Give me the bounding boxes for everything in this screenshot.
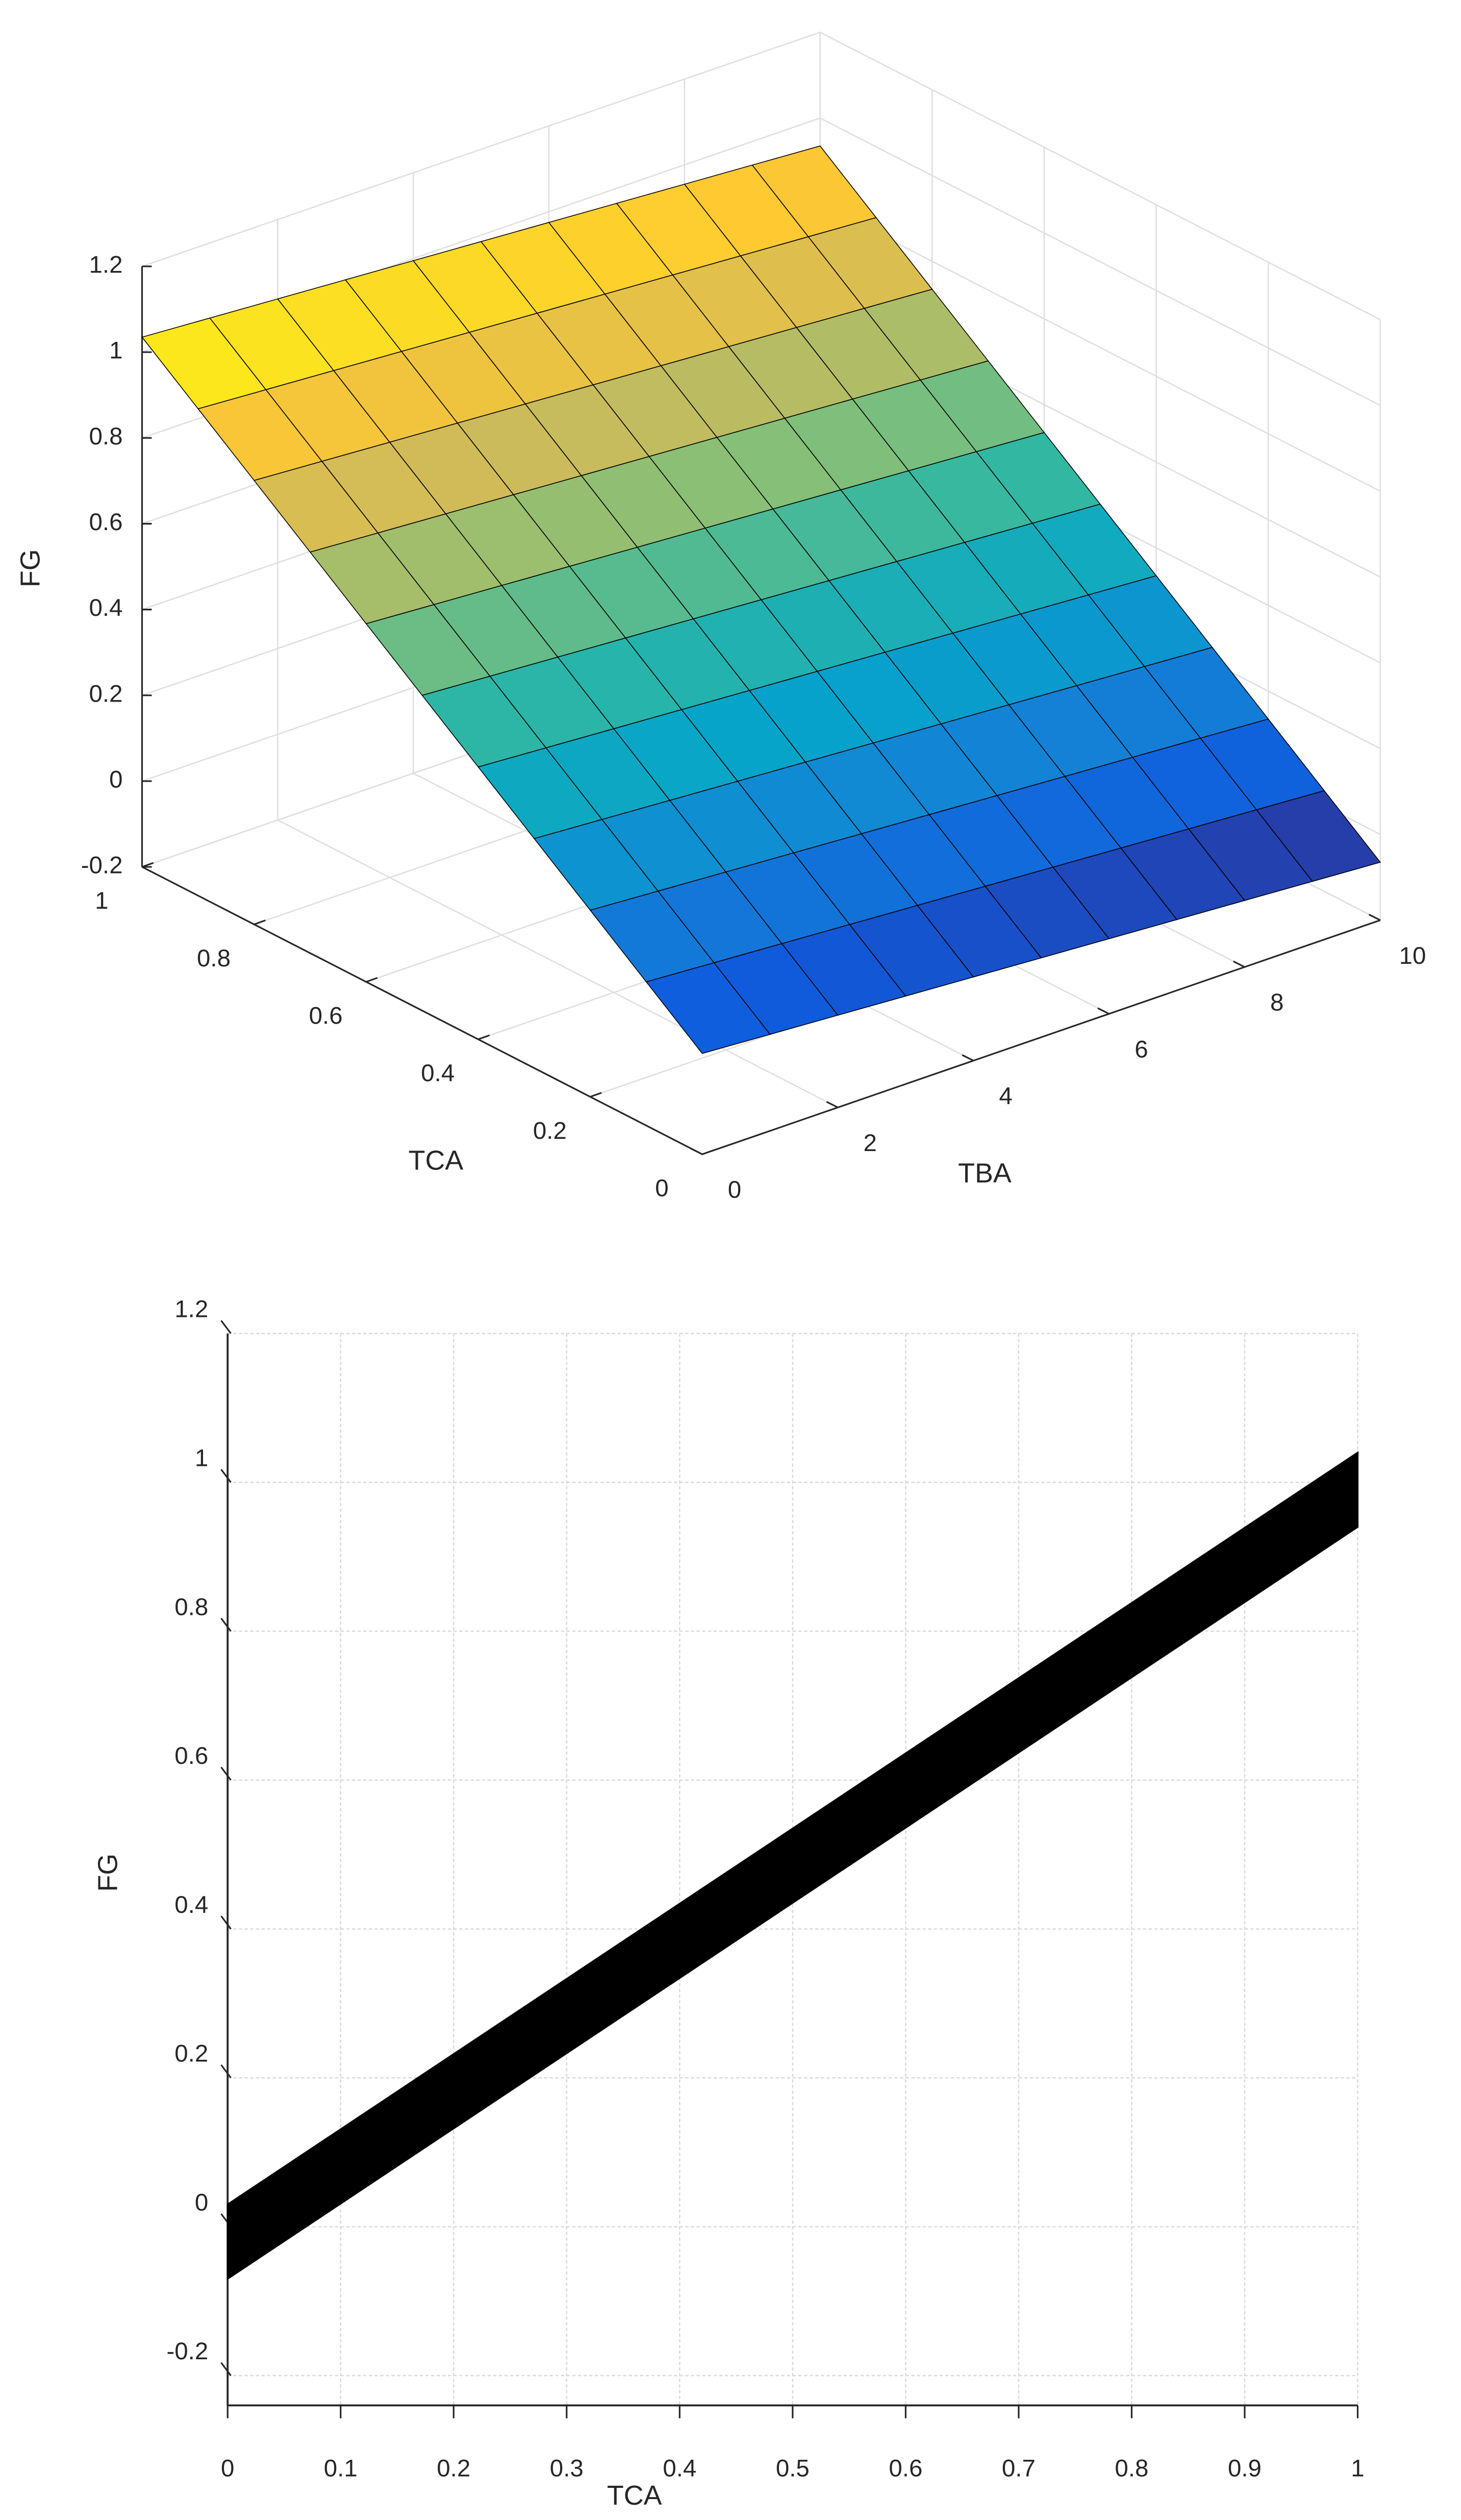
tick-mark: [690, 1147, 703, 1155]
tick-mark: [590, 1092, 602, 1098]
tick-mark: [141, 862, 154, 868]
x-tick-label: 0.6: [889, 2455, 922, 2482]
tick-mark: [366, 977, 378, 983]
y-axis-label: TCA: [409, 1145, 464, 1176]
x-tick-label: 0: [728, 1177, 741, 1204]
x-tick-label: 10: [1399, 942, 1426, 969]
z-tick-label: -0.2: [81, 852, 123, 879]
band-area: [226, 1451, 1359, 2281]
x-tick-label: 6: [1135, 1036, 1148, 1063]
x-tick-label: 1: [1351, 2455, 1364, 2482]
band-chart: -0.2 0 0.2 0.4 0.6 0.8 1 1.2 0 0.1 0.2 0.3 0.4 0.5 0.6…: [92, 1296, 1364, 2511]
tick-mark: [220, 1617, 232, 1632]
z-tick-label: 0: [109, 766, 122, 793]
x-tick-label: 4: [999, 1083, 1012, 1110]
x-tick-label: 0.5: [776, 2455, 810, 2482]
y-tick-label: 0: [195, 2189, 208, 2216]
tick-mark: [220, 2362, 232, 2376]
tick-mark: [220, 1468, 232, 1483]
y-tick-label: 0.2: [533, 1117, 567, 1144]
z-tick-label: 0.4: [89, 594, 123, 621]
x-tick-label: 0.1: [324, 2455, 358, 2482]
tick-mark: [220, 1320, 232, 1334]
tick-mark: [220, 1915, 232, 1930]
x-tick-label: 0.4: [663, 2455, 696, 2482]
tick-mark: [477, 1034, 490, 1040]
y-tick-label: 1: [95, 887, 108, 914]
tick-mark: [254, 919, 266, 926]
z-tick-label: 1: [109, 337, 122, 364]
y-tick-label: 0.8: [197, 945, 231, 972]
tick-mark: [1097, 1007, 1110, 1015]
y-tick-label: -0.2: [166, 2338, 208, 2365]
y-tick-label: 0: [655, 1175, 668, 1202]
z-axis-label: FG: [15, 549, 45, 587]
y-tick-label: 0.6: [309, 1002, 343, 1029]
x-axis-label: TBA: [958, 1158, 1012, 1189]
x-tick-label: 0.8: [1115, 2455, 1148, 2482]
surface-patch: [751, 145, 877, 237]
y-tick-label: 0.6: [174, 1742, 208, 1769]
tick-mark: [1368, 913, 1381, 921]
tick-mark: [1233, 960, 1245, 968]
z-tick-label: 0.8: [89, 423, 123, 450]
y-tick-label: 1: [195, 1444, 208, 1471]
x-tick-label: 0.2: [437, 2455, 470, 2482]
z-tick-label: 0.2: [89, 680, 123, 707]
x-axis-label: TCA: [607, 2480, 662, 2511]
surface-chart: -0.200.20.40.60.811.200.20.40.60.8102468…: [15, 31, 1426, 1204]
y-tick-label: 0.2: [174, 2040, 208, 2067]
y-tick-label: 0.8: [174, 1593, 208, 1620]
grid-line: [142, 31, 1381, 320]
x-tick-label: 0: [221, 2455, 234, 2482]
y-tick-label: 0.4: [421, 1060, 455, 1087]
y-axis-label: FG: [92, 1854, 123, 1892]
x-tick-label: 0.3: [550, 2455, 584, 2482]
tick-mark: [220, 2064, 232, 2079]
tick-mark: [962, 1054, 974, 1062]
x-tick-label: 0.7: [1002, 2455, 1036, 2482]
tick-mark: [826, 1101, 839, 1108]
x-tick-label: 8: [1270, 989, 1283, 1016]
y-tick-label: 0.4: [174, 1891, 208, 1918]
tick-mark: [702, 1149, 714, 1155]
x-tick-label: 2: [864, 1130, 877, 1157]
x-tick-label: 0.9: [1228, 2455, 1262, 2482]
tick-mark: [220, 1766, 232, 1781]
y-tick-label: 1.2: [174, 1296, 208, 1323]
z-tick-label: 1.2: [89, 252, 123, 279]
z-tick-label: 0.6: [89, 509, 123, 536]
